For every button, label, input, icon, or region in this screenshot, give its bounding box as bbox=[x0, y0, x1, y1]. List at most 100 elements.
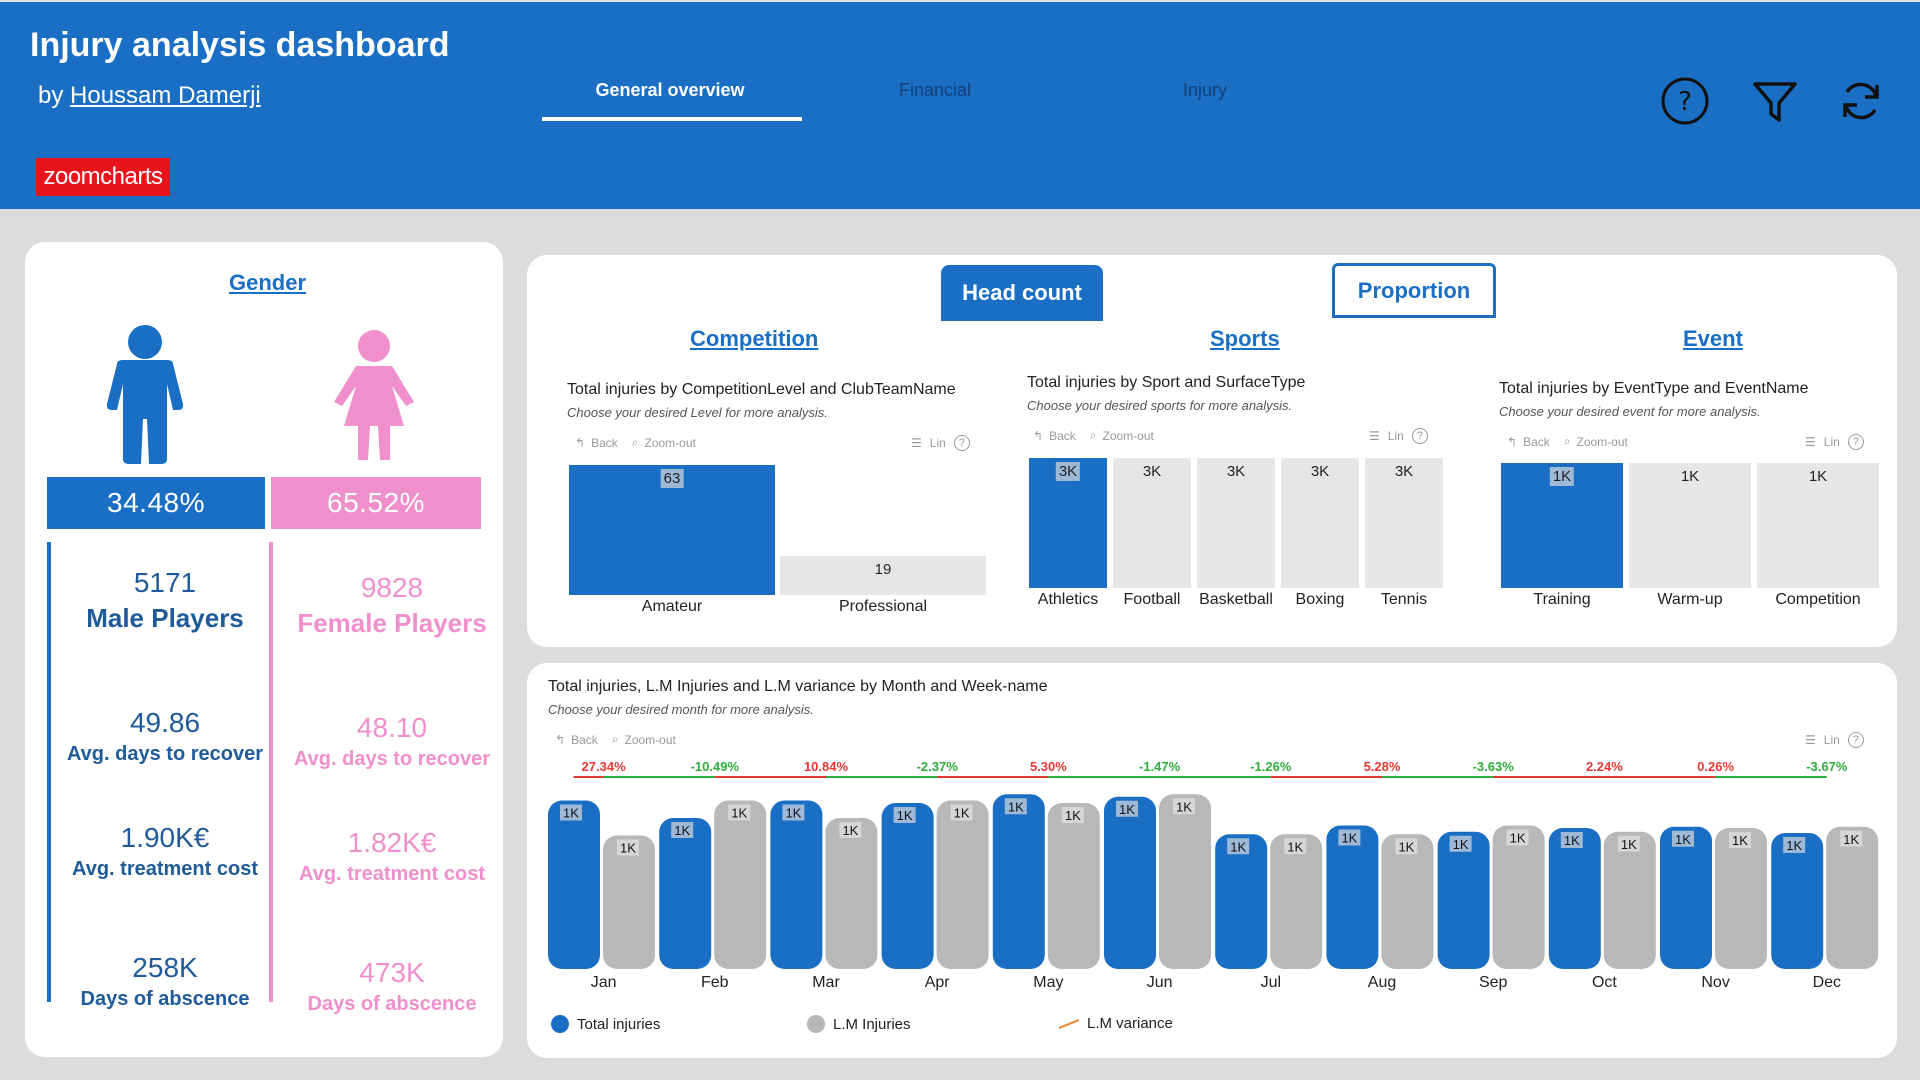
back-icon[interactable]: ↰ bbox=[555, 732, 566, 747]
menu-icon[interactable]: ☰ bbox=[1805, 435, 1816, 449]
bar-basketball[interactable]: 3K bbox=[1197, 458, 1275, 588]
bar-total-may[interactable] bbox=[992, 794, 1045, 969]
bar-label: 19 bbox=[874, 561, 892, 578]
lin-button[interactable]: Lin bbox=[1823, 733, 1840, 747]
lin-button[interactable]: Lin bbox=[1823, 435, 1840, 449]
bar-competition[interactable]: 1K bbox=[1757, 463, 1879, 588]
help-icon[interactable]: ? bbox=[1847, 732, 1864, 748]
bar-total-label-bg bbox=[782, 804, 805, 821]
zoomcharts-logo: zoomcharts bbox=[36, 158, 170, 196]
back-button[interactable]: Back bbox=[591, 435, 618, 450]
filter-icon[interactable] bbox=[1750, 76, 1800, 126]
bar-training[interactable]: 1K bbox=[1501, 463, 1623, 588]
bar-total-jun[interactable] bbox=[1104, 796, 1156, 969]
bar-total-jan[interactable] bbox=[548, 800, 600, 970]
back-button[interactable]: Back bbox=[1523, 434, 1550, 449]
zoom-out-button[interactable]: Zoom-out bbox=[644, 435, 696, 450]
bar-lm-jan[interactable] bbox=[603, 835, 655, 970]
bar-lm-jun[interactable] bbox=[1159, 794, 1211, 969]
monthly-chart: 1K 1K Jan 1K 1K Feb 1K 1K Mar 1K 1K Apr 1K 1K May 1K 1K J… bbox=[548, 759, 1879, 991]
bar-lm-may[interactable] bbox=[1047, 803, 1100, 969]
bar-lm-jul[interactable] bbox=[1270, 834, 1323, 969]
bar-boxing[interactable]: 3K bbox=[1281, 458, 1359, 588]
bar-total-feb[interactable] bbox=[659, 818, 712, 969]
gender-title[interactable]: Gender bbox=[229, 270, 307, 295]
legend-variance[interactable]: L.M variance bbox=[1059, 1015, 1173, 1032]
bar-lm-label: 1K bbox=[620, 841, 636, 856]
bar-lm-mar[interactable] bbox=[825, 818, 878, 969]
bar-lm-apr[interactable] bbox=[936, 800, 989, 970]
female-divider bbox=[269, 542, 273, 1002]
bar-lm-aug[interactable] bbox=[1381, 834, 1434, 969]
male-absence-stat: 258K Days of abscence bbox=[55, 952, 275, 1011]
zoom-out-button[interactable]: Zoom-out bbox=[624, 732, 676, 747]
bar-total-dec[interactable] bbox=[1771, 833, 1824, 969]
back-icon[interactable]: ↰ bbox=[1033, 428, 1044, 443]
help-icon[interactable]: ? bbox=[1660, 76, 1710, 126]
legend-total[interactable]: Total injuries bbox=[551, 1015, 660, 1033]
lin-button[interactable]: Lin bbox=[1387, 429, 1404, 443]
bar-total-label: 1K bbox=[1230, 839, 1246, 854]
category-basketball: Basketball bbox=[1199, 591, 1273, 608]
help-icon[interactable]: ? bbox=[1847, 434, 1864, 450]
tab-financial[interactable]: Financial bbox=[898, 80, 972, 100]
refresh-icon[interactable] bbox=[1836, 76, 1886, 126]
bar-tennis[interactable]: 3K bbox=[1365, 458, 1443, 588]
bar-lm-label: 1K bbox=[1510, 831, 1526, 846]
menu-icon[interactable]: ☰ bbox=[1369, 429, 1380, 443]
bar-lm-oct[interactable] bbox=[1603, 831, 1656, 969]
menu-icon[interactable]: ☰ bbox=[1805, 733, 1816, 747]
bar-total-label-bg bbox=[671, 822, 694, 838]
back-icon[interactable]: ↰ bbox=[575, 435, 586, 450]
author-link[interactable]: Houssam Damerji bbox=[70, 82, 261, 109]
bar-lm-label-bg bbox=[1617, 835, 1640, 852]
back-button[interactable]: Back bbox=[571, 732, 598, 747]
head-count-button[interactable]: Head count bbox=[941, 265, 1103, 321]
legend-lm[interactable]: L.M Injuries bbox=[807, 1015, 911, 1033]
sports-title[interactable]: Sports bbox=[1210, 326, 1280, 351]
svg-text:?: ? bbox=[1678, 87, 1692, 117]
bar-amateur[interactable]: 63 bbox=[569, 465, 775, 595]
zoom-out-icon[interactable]: ⌕ bbox=[611, 732, 619, 746]
competition-title[interactable]: Competition bbox=[690, 326, 819, 351]
female-recover-label: Avg. days to recover bbox=[293, 748, 490, 770]
bar-total-apr[interactable] bbox=[881, 803, 934, 969]
bar-warm-up[interactable]: 1K bbox=[1629, 463, 1751, 588]
tab-general-overview[interactable]: General overview bbox=[595, 80, 745, 100]
bar-total-jul[interactable] bbox=[1215, 834, 1268, 969]
bar-athletics[interactable]: 3K bbox=[1029, 458, 1107, 588]
zoom-out-icon[interactable]: ⌕ bbox=[631, 435, 639, 449]
zoom-out-button[interactable]: Zoom-out bbox=[1576, 434, 1628, 449]
bar-lm-dec[interactable] bbox=[1826, 826, 1879, 969]
bar-lm-sep[interactable] bbox=[1492, 825, 1545, 970]
bar-label: 1K bbox=[1808, 468, 1828, 485]
bar-total-sep[interactable] bbox=[1437, 831, 1490, 969]
help-icon[interactable]: ? bbox=[953, 435, 970, 451]
female-cost-value: 1.82K€ bbox=[347, 827, 437, 858]
bar-total-aug[interactable] bbox=[1326, 825, 1379, 970]
bar-total-mar[interactable] bbox=[770, 800, 823, 970]
bar-total-nov[interactable] bbox=[1660, 826, 1712, 969]
back-button[interactable]: Back bbox=[1049, 428, 1076, 443]
zoom-out-icon[interactable]: ⌕ bbox=[1563, 434, 1571, 448]
bar-professional[interactable]: 19 bbox=[780, 556, 986, 595]
menu-icon[interactable]: ☰ bbox=[911, 436, 922, 450]
zoom-out-button[interactable]: Zoom-out bbox=[1102, 428, 1154, 443]
help-icon[interactable]: ? bbox=[1411, 428, 1428, 444]
month-label-apr: Apr bbox=[925, 974, 951, 991]
zoom-out-icon[interactable]: ⌕ bbox=[1089, 428, 1097, 442]
bar-lm-label: 1K bbox=[1176, 799, 1192, 814]
bar-lm-label-bg bbox=[1506, 829, 1529, 846]
event-title[interactable]: Event bbox=[1683, 326, 1743, 351]
bar-lm-feb[interactable] bbox=[714, 800, 767, 970]
bar-lm-nov[interactable] bbox=[1715, 828, 1767, 969]
bar-total-label: 1K bbox=[1008, 799, 1024, 814]
tab-injury[interactable]: Injury bbox=[1182, 80, 1227, 100]
page-tabs: General overview Financial Injury bbox=[540, 80, 1340, 101]
bar-total-oct[interactable] bbox=[1548, 828, 1601, 969]
back-icon[interactable]: ↰ bbox=[1507, 434, 1518, 449]
proportion-button[interactable]: Proportion bbox=[1332, 263, 1496, 318]
bar-football[interactable]: 3K bbox=[1113, 458, 1191, 588]
lin-button[interactable]: Lin bbox=[929, 436, 946, 450]
bar-lm-label: 1K bbox=[1398, 839, 1414, 854]
